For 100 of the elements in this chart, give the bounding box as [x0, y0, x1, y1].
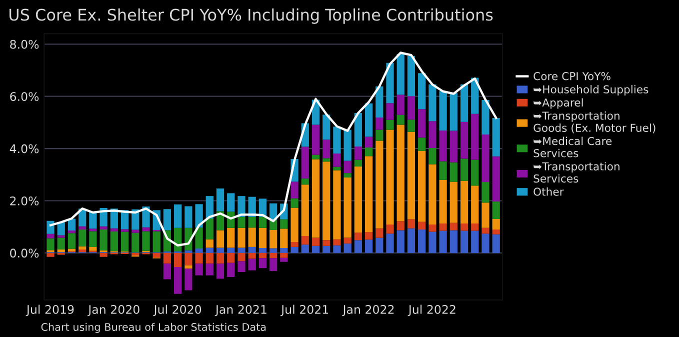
bar: [258, 228, 267, 248]
bar: [132, 230, 140, 233]
bar: [227, 252, 235, 263]
bar: [57, 235, 65, 238]
bar: [376, 130, 384, 141]
bar: [248, 258, 256, 270]
bar: [312, 124, 320, 155]
bar: [184, 250, 192, 253]
bar: [269, 252, 278, 258]
bar: [248, 246, 256, 253]
bar: [460, 180, 468, 224]
bar: [460, 84, 468, 122]
bar: [216, 264, 224, 279]
bar: [428, 164, 436, 224]
bar: [471, 186, 479, 224]
bar: [195, 264, 203, 276]
bar: [258, 252, 267, 258]
bar: [322, 240, 330, 246]
bar: [471, 230, 479, 253]
bar: [89, 246, 97, 251]
bar: [301, 184, 309, 236]
bar: [216, 188, 224, 212]
bar: [492, 156, 500, 202]
bar: [152, 252, 160, 258]
bar: [322, 246, 330, 253]
chart-title: US Core Ex. Shelter CPI YoY% Including Topline Contributions: [10, 8, 493, 24]
x-tick-label: Jul 2019: [26, 304, 74, 316]
bar: [482, 228, 490, 234]
bar: [280, 252, 288, 258]
bar: [227, 248, 235, 253]
bar: [152, 231, 160, 252]
bar: [248, 252, 256, 259]
bar: [78, 226, 86, 230]
bar: [428, 224, 436, 232]
bar: [386, 103, 394, 120]
bar: [280, 248, 288, 253]
bar: [471, 160, 479, 186]
bar: [269, 230, 278, 248]
bar: [396, 54, 404, 95]
bar: [206, 264, 214, 276]
bar: [354, 240, 362, 253]
bar: [78, 250, 86, 252]
bar: [258, 258, 267, 268]
bar: [386, 224, 394, 234]
bar: [364, 136, 373, 148]
bar: [354, 160, 362, 167]
bar: [460, 223, 468, 231]
bar: [100, 252, 108, 257]
bar: [132, 232, 140, 252]
bar: [216, 252, 224, 264]
bar: [407, 120, 416, 132]
bar: [68, 230, 76, 234]
bar: [206, 252, 214, 264]
bar: [206, 248, 214, 253]
bar: [428, 232, 436, 253]
legend-label: ➥Transportation Goods (Ex. Motor Fuel): [534, 111, 656, 134]
bar: [258, 216, 267, 228]
bar: [312, 246, 320, 253]
x-tick-label: Jul 2022: [408, 304, 456, 316]
bar: [238, 216, 246, 228]
bar: [407, 132, 416, 220]
y-tick-label: 6.0%: [10, 92, 39, 101]
bar: [364, 148, 373, 156]
bar: [376, 140, 384, 228]
y-tick-label: 0.0%: [10, 248, 39, 258]
bar: [238, 248, 246, 253]
x-tick-label: Jan 2020: [88, 305, 140, 316]
bar: [195, 204, 203, 228]
bar: [195, 228, 203, 249]
bar: [46, 252, 54, 257]
bar: [238, 228, 246, 248]
bar: [450, 222, 458, 230]
bar: [471, 114, 479, 160]
bar: [471, 223, 479, 231]
bar: [132, 252, 140, 256]
bar: [227, 193, 235, 212]
bar: [301, 236, 309, 245]
y-tick-label: 4.0%: [10, 144, 39, 154]
bar: [280, 258, 288, 262]
bar: [290, 182, 298, 198]
bar: [322, 114, 330, 140]
bar: [439, 180, 447, 224]
y-tick-label: 8.0%: [10, 40, 39, 49]
bar: [110, 228, 118, 232]
bar: [482, 234, 490, 253]
bar: [333, 154, 341, 167]
bar: [248, 228, 256, 247]
bar: [492, 234, 500, 253]
bar: [344, 238, 352, 244]
bar: [492, 118, 500, 156]
bar: [482, 202, 490, 228]
bar: [68, 233, 76, 249]
bar: [163, 252, 172, 264]
bar: [248, 216, 256, 228]
bar: [376, 228, 384, 238]
bar: [439, 91, 447, 131]
x-tick-label: Jan 2022: [342, 305, 394, 316]
bar: [142, 227, 150, 232]
bar: [396, 230, 404, 253]
bar: [100, 226, 108, 230]
